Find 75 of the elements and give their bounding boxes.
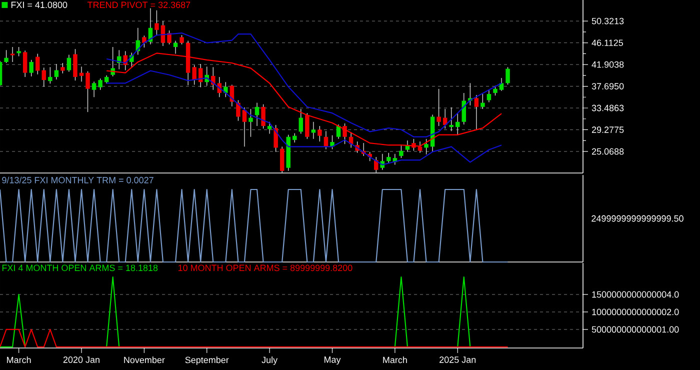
candlestick xyxy=(4,50,8,64)
candlestick xyxy=(254,102,260,126)
x-tick-label: 2025 Jan xyxy=(440,356,476,363)
candlestick xyxy=(142,35,146,48)
candlestick xyxy=(54,64,59,80)
candlestick xyxy=(10,46,15,62)
x-tick-label: July xyxy=(262,356,278,365)
candlestick xyxy=(92,81,96,98)
text: TREND PIVOT = 32.3687 xyxy=(88,2,190,8)
candlestick xyxy=(154,10,159,36)
candlestick xyxy=(486,90,492,103)
y-tick-label: 37.6950 xyxy=(592,83,624,90)
candlestick xyxy=(493,85,498,96)
candlestick xyxy=(298,108,304,134)
candlestick xyxy=(506,66,510,85)
candlestick xyxy=(22,50,28,78)
x-tick-label: September xyxy=(185,356,229,365)
candlestick xyxy=(418,141,422,154)
y-tick-label: 41.9038 xyxy=(592,61,624,68)
candlestick xyxy=(455,112,460,136)
candlestick xyxy=(173,40,178,54)
candlestick xyxy=(236,100,240,122)
x-tick-label: March xyxy=(7,356,31,364)
candlestick xyxy=(305,112,310,140)
x-tick-label: March xyxy=(383,356,407,364)
candlestick xyxy=(98,78,102,90)
x-tick-label: May xyxy=(324,356,341,365)
y-tick-label: 1000000000000002.0 xyxy=(592,308,679,316)
candlestick xyxy=(292,132,297,143)
candlestick xyxy=(499,78,504,92)
candlestick xyxy=(224,82,228,98)
legend-label: FXI = 41.0800 xyxy=(11,2,68,8)
text: 10 MONTH OPEN ARMS = 89999999.8200 xyxy=(178,264,352,272)
candlestick xyxy=(248,108,253,138)
candlestick xyxy=(449,107,454,132)
candlestick xyxy=(386,152,391,164)
candlestick xyxy=(267,122,272,134)
candlestick xyxy=(167,30,172,45)
candlestick xyxy=(73,48,78,81)
line-series xyxy=(106,32,502,138)
candlestick xyxy=(480,94,485,110)
y-tick-label: 33.4863 xyxy=(592,104,624,112)
candlestick xyxy=(16,46,21,57)
candlestick xyxy=(436,88,441,126)
candlestick xyxy=(342,123,347,144)
text: FXI 4 MONTH OPEN ARMS = 18.1818 xyxy=(2,264,158,272)
candlestick xyxy=(318,126,322,142)
candlestick xyxy=(35,53,40,75)
candlestick xyxy=(29,60,34,77)
candlestick xyxy=(399,145,404,158)
candlestick xyxy=(110,46,115,77)
y-tick-label: 46.1125 xyxy=(592,40,624,46)
candlestick xyxy=(86,70,90,112)
candlestick xyxy=(442,108,448,129)
candlestick xyxy=(474,94,479,130)
candlestick xyxy=(180,34,184,45)
candlestick xyxy=(66,54,72,72)
candlestick xyxy=(79,66,84,82)
candlestick xyxy=(261,104,266,129)
y-tick-label: 25.0688 xyxy=(592,148,624,155)
candlestick xyxy=(242,107,247,147)
x-tick-label: November xyxy=(124,356,165,364)
y-tick-label: 1500000000000004.0 xyxy=(592,291,679,298)
candlestick xyxy=(192,64,196,85)
candlestick xyxy=(42,67,46,88)
y-tick-label: 29.2775 xyxy=(592,126,624,133)
series-label: 9/13/25 FXI MONTHLY TRM = 0.0027 xyxy=(2,176,154,184)
text: 2499999999999999.50 xyxy=(592,215,684,222)
candlestick xyxy=(60,62,65,74)
y-tick-label: 500000000000001.00 xyxy=(592,326,679,333)
x-tick-label: 2020 Jan xyxy=(63,356,100,363)
candlestick xyxy=(424,138,428,155)
y-tick-label: 50.3213 xyxy=(592,18,624,24)
candlestick xyxy=(311,122,316,140)
candlestick xyxy=(48,66,52,84)
